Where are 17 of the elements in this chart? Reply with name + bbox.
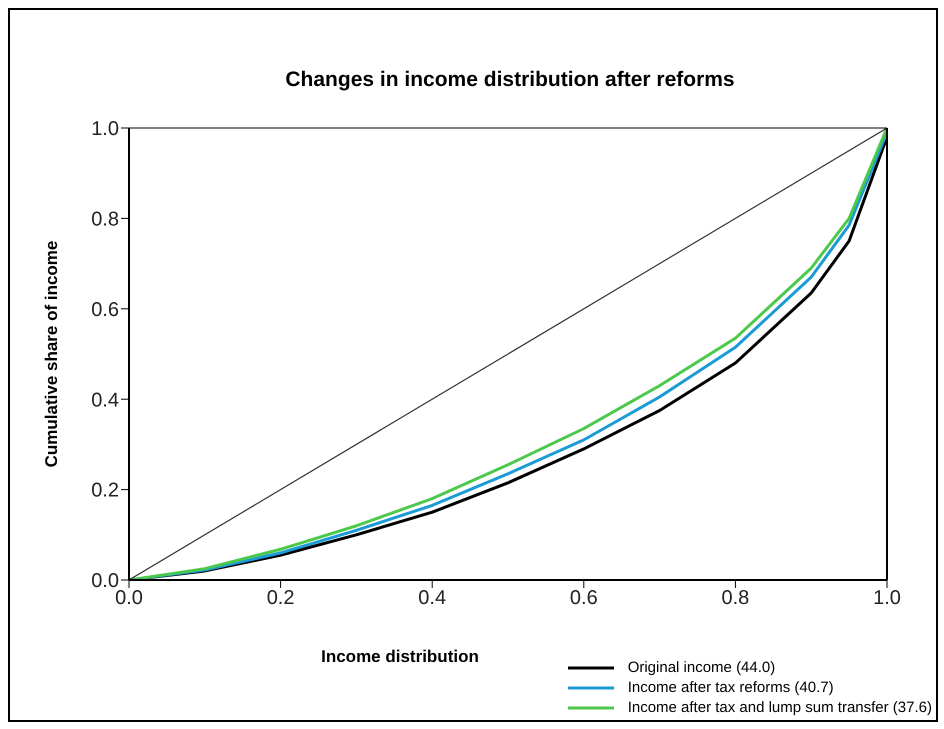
- y-tick-label: 0.6: [91, 298, 119, 321]
- legend-label: Income after tax reforms (40.7): [628, 678, 834, 698]
- y-tick-label: 1.0: [91, 118, 119, 140]
- y-tick-label: 0.4: [91, 389, 119, 412]
- x-tick-label: 0.2: [266, 587, 295, 610]
- x-tick-label: 1.0: [873, 587, 901, 610]
- x-tick-label: 0.4: [418, 587, 446, 610]
- legend-label: Income after tax and lump sum transfer (37.6): [628, 698, 932, 718]
- y-axis-title: Cumulative share of income: [42, 240, 62, 468]
- y-tick-label: 0.8: [91, 208, 119, 230]
- y-tick-label: 0.2: [91, 480, 119, 502]
- x-tick-label: 0.0: [115, 587, 143, 610]
- x-tick-label: 0.6: [570, 587, 598, 610]
- legend-label: Original income (44.0): [628, 658, 776, 678]
- x-axis-title: Income distribution: [321, 647, 479, 666]
- x-tick-label: 0.8: [721, 587, 750, 610]
- chart-title: Changes in income distribution after reforms: [284, 68, 736, 92]
